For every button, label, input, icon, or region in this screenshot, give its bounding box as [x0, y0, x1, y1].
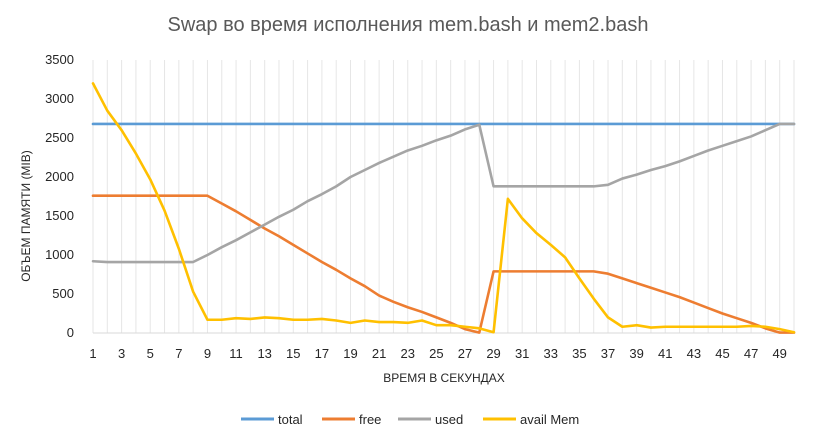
- x-tick-label: 39: [629, 346, 643, 361]
- x-tick-label: 49: [772, 346, 786, 361]
- y-tick-label: 2500: [45, 130, 74, 145]
- y-axis-label: ОБЪЕМ ПАМЯТИ (MIB): [19, 150, 33, 282]
- x-tick-label: 27: [458, 346, 472, 361]
- x-tick-label: 15: [286, 346, 300, 361]
- x-tick-label: 1: [89, 346, 96, 361]
- legend-label-avail-mem: avail Mem: [520, 412, 579, 427]
- y-tick-label: 1500: [45, 208, 74, 223]
- series-lines: [91, 82, 796, 334]
- x-tick-label: 11: [229, 346, 243, 361]
- x-tick-label: 29: [486, 346, 500, 361]
- x-tick-label: 17: [315, 346, 329, 361]
- x-tick-label: 13: [257, 346, 271, 361]
- y-tick-label: 0: [67, 325, 74, 340]
- x-tick-label: 45: [715, 346, 729, 361]
- x-tick-label: 7: [175, 346, 182, 361]
- x-tick-label: 3: [118, 346, 125, 361]
- legend-label-free: free: [359, 412, 381, 427]
- x-tick-label: 9: [204, 346, 211, 361]
- legend-label-used: used: [435, 412, 463, 427]
- x-tick-label: 35: [572, 346, 586, 361]
- y-tick-label: 1000: [45, 247, 74, 262]
- legend: total free used avail Mem: [241, 412, 579, 427]
- x-tick-label: 25: [429, 346, 443, 361]
- chart-title: Swap во время исполнения mem.bash и mem2…: [168, 14, 649, 36]
- x-tick-label: 23: [401, 346, 415, 361]
- grid-lines: [92, 60, 795, 333]
- x-tick-label: 37: [601, 346, 615, 361]
- x-tick-label: 5: [147, 346, 154, 361]
- x-tick-label: 43: [687, 346, 701, 361]
- series-line-used: [91, 122, 796, 264]
- y-tick-labels: 0 500 1000 1500 2000 2500 3000 3500: [45, 52, 74, 340]
- series-line-avail-mem: [91, 82, 796, 334]
- x-axis-label: ВРЕМЯ В СЕКУНДАХ: [383, 371, 505, 385]
- x-tick-label: 21: [372, 346, 386, 361]
- x-tick-label: 19: [343, 346, 357, 361]
- x-tick-labels: 1 3 5 7 9 11 13 15 17 19 21 23 25 27 29 31 33 35 37 39 41 43 4…: [89, 346, 787, 361]
- x-tick-label: 41: [658, 346, 672, 361]
- y-tick-label: 3000: [45, 91, 74, 106]
- x-tick-label: 47: [744, 346, 758, 361]
- y-tick-label: 2000: [45, 169, 74, 184]
- y-tick-label: 3500: [45, 52, 74, 67]
- legend-label-total: total: [278, 412, 303, 427]
- x-tick-label: 33: [544, 346, 558, 361]
- x-tick-label: 31: [515, 346, 529, 361]
- series-line-free: [91, 194, 796, 334]
- y-tick-label: 500: [52, 286, 74, 301]
